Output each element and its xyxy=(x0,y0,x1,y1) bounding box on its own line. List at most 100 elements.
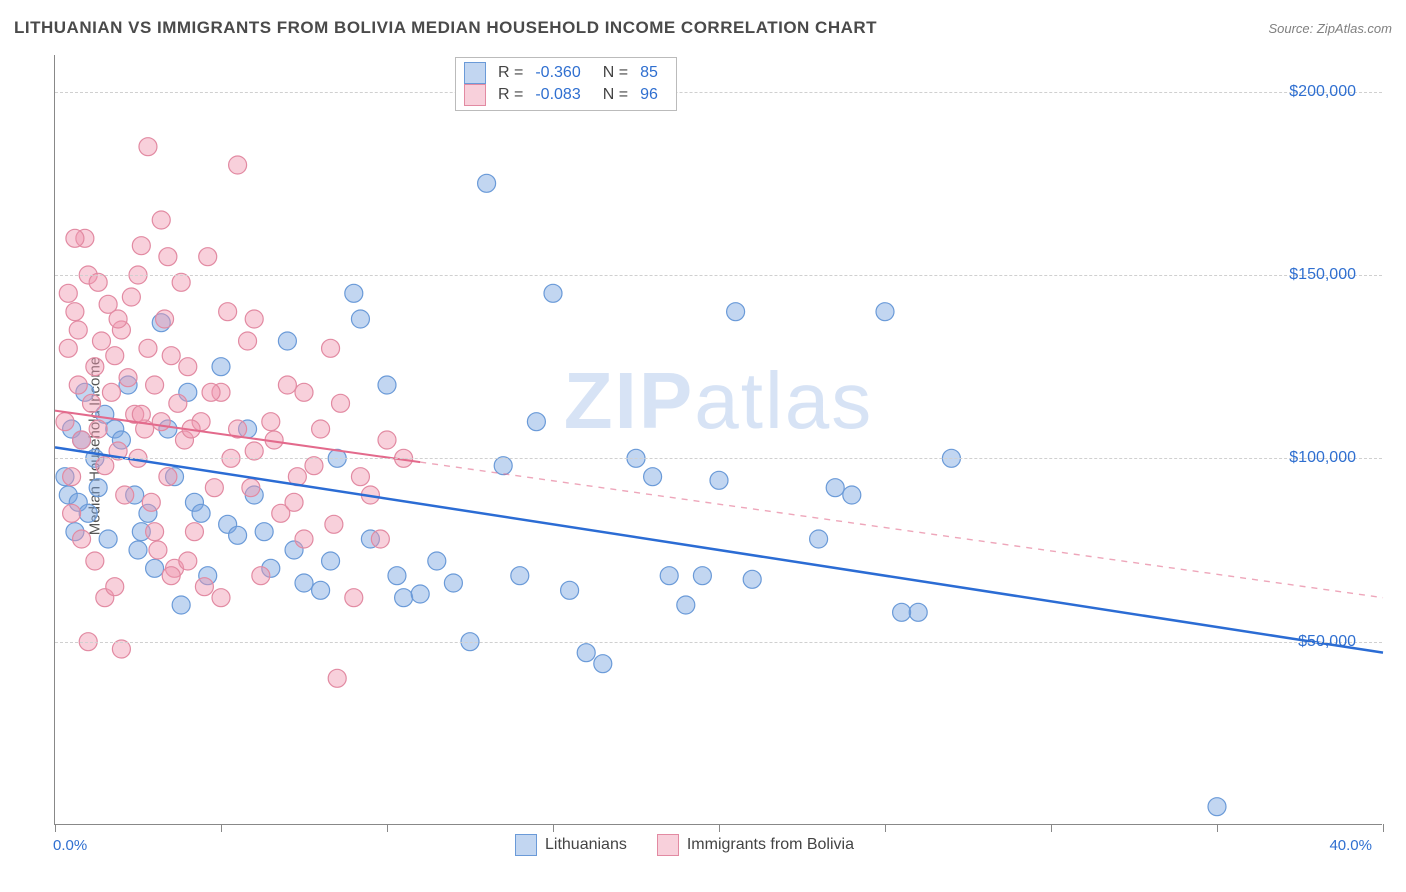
data-point xyxy=(212,358,230,376)
data-point xyxy=(677,596,695,614)
x-tick xyxy=(221,824,222,832)
data-point xyxy=(116,486,134,504)
legend-swatch xyxy=(657,834,679,856)
data-point xyxy=(59,284,77,302)
data-point xyxy=(411,585,429,603)
x-tick xyxy=(55,824,56,832)
data-point xyxy=(149,541,167,559)
data-point xyxy=(159,468,177,486)
y-tick-label: $100,000 xyxy=(1289,449,1356,467)
data-point xyxy=(843,486,861,504)
legend-swatch xyxy=(464,84,486,106)
data-point xyxy=(59,339,77,357)
data-point xyxy=(63,504,81,522)
x-tick-label: 0.0% xyxy=(53,837,87,854)
data-point xyxy=(92,332,110,350)
data-point xyxy=(152,211,170,229)
data-point xyxy=(172,596,190,614)
data-point xyxy=(83,394,101,412)
stat-label: N = xyxy=(603,64,628,82)
data-point xyxy=(328,669,346,687)
data-point xyxy=(561,581,579,599)
x-tick xyxy=(1217,824,1218,832)
data-point xyxy=(295,383,313,401)
data-point xyxy=(378,431,396,449)
stat-value: -0.360 xyxy=(535,64,580,82)
y-tick-label: $200,000 xyxy=(1289,83,1356,101)
legend-label: Lithuanians xyxy=(545,836,627,854)
data-point xyxy=(345,284,363,302)
data-point xyxy=(378,376,396,394)
data-point xyxy=(245,310,263,328)
data-point xyxy=(252,567,270,585)
gridline xyxy=(55,642,1382,643)
data-point xyxy=(345,589,363,607)
data-point xyxy=(152,413,170,431)
data-point xyxy=(63,468,81,486)
data-point xyxy=(255,523,273,541)
data-point xyxy=(66,303,84,321)
stat-label: R = xyxy=(498,64,523,82)
stat-value: 96 xyxy=(640,86,658,104)
x-tick xyxy=(885,824,886,832)
data-point xyxy=(132,405,150,423)
y-tick-label: $50,000 xyxy=(1298,633,1356,651)
data-point xyxy=(305,457,323,475)
data-point xyxy=(743,570,761,588)
x-tick xyxy=(553,824,554,832)
data-point xyxy=(139,339,157,357)
data-point xyxy=(142,493,160,511)
data-point xyxy=(162,347,180,365)
data-point xyxy=(139,138,157,156)
data-point xyxy=(73,431,91,449)
data-point xyxy=(146,376,164,394)
data-point xyxy=(245,442,263,460)
gridline xyxy=(55,275,1382,276)
legend-swatch xyxy=(464,62,486,84)
y-tick-label: $150,000 xyxy=(1289,266,1356,284)
data-point xyxy=(351,468,369,486)
data-point xyxy=(122,288,140,306)
data-point xyxy=(86,552,104,570)
data-point xyxy=(544,284,562,302)
data-point xyxy=(89,479,107,497)
data-point xyxy=(322,552,340,570)
legend-row: R = -0.083N = 96 xyxy=(464,84,668,106)
title-bar: LITHUANIAN VS IMMIGRANTS FROM BOLIVIA ME… xyxy=(14,18,1392,38)
data-point xyxy=(312,581,330,599)
data-point xyxy=(332,394,350,412)
stat-label: R = xyxy=(498,86,523,104)
x-tick xyxy=(1051,824,1052,832)
chart-title: LITHUANIAN VS IMMIGRANTS FROM BOLIVIA ME… xyxy=(14,18,877,38)
data-point xyxy=(119,369,137,387)
data-point xyxy=(199,248,217,266)
stat-value: 85 xyxy=(640,64,658,82)
data-point xyxy=(312,420,330,438)
data-point xyxy=(185,523,203,541)
data-point xyxy=(192,504,210,522)
data-point xyxy=(89,420,107,438)
data-point xyxy=(156,310,174,328)
legend-row: R = -0.360 N = 85 xyxy=(464,62,668,84)
data-point xyxy=(132,237,150,255)
data-point xyxy=(109,310,127,328)
data-point xyxy=(351,310,369,328)
data-point xyxy=(876,303,894,321)
data-point xyxy=(112,640,130,658)
data-point xyxy=(494,457,512,475)
data-point xyxy=(242,479,260,497)
data-point xyxy=(106,347,124,365)
data-point xyxy=(444,574,462,592)
data-point xyxy=(229,156,247,174)
gridline xyxy=(55,92,1382,93)
data-point xyxy=(893,603,911,621)
data-point xyxy=(577,644,595,662)
data-point xyxy=(594,655,612,673)
data-point xyxy=(96,457,114,475)
data-point xyxy=(826,479,844,497)
legend-label: Immigrants from Bolivia xyxy=(687,836,854,854)
data-point xyxy=(428,552,446,570)
correlation-legend: R = -0.360 N = 85 R = -0.083N = 96 xyxy=(455,57,677,111)
data-point xyxy=(159,248,177,266)
data-point xyxy=(693,567,711,585)
